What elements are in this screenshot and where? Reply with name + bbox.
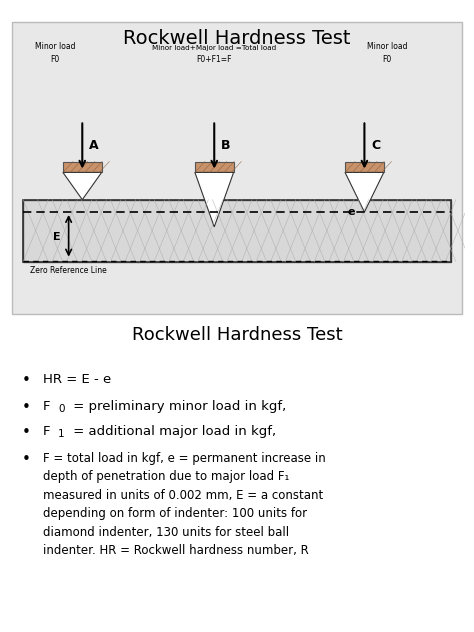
- Text: Zero Reference Line: Zero Reference Line: [30, 267, 107, 276]
- Text: Minor load: Minor load: [35, 42, 75, 51]
- Text: F = total load in kgf, e = permanent increase in
depth of penetration due to maj: F = total load in kgf, e = permanent inc…: [43, 452, 326, 557]
- Bar: [23, 200, 451, 262]
- Text: •: •: [21, 452, 30, 467]
- Text: F0+F1=F: F0+F1=F: [197, 54, 232, 64]
- Text: E: E: [53, 232, 61, 242]
- Text: 1: 1: [58, 429, 65, 439]
- Text: •: •: [21, 400, 30, 415]
- Text: Minor load+Major load =Total load: Minor load+Major load =Total load: [152, 45, 276, 51]
- Text: A: A: [89, 140, 99, 152]
- FancyBboxPatch shape: [12, 22, 462, 313]
- Text: e: e: [347, 207, 355, 217]
- Text: •: •: [21, 425, 30, 440]
- Text: F0: F0: [50, 54, 60, 64]
- Text: = additional major load in kgf,: = additional major load in kgf,: [69, 425, 276, 438]
- Text: F: F: [43, 425, 50, 438]
- Text: F0: F0: [383, 54, 392, 64]
- Text: •: •: [21, 373, 30, 388]
- Text: HR = E - e: HR = E - e: [43, 373, 111, 386]
- Text: 0: 0: [58, 404, 65, 413]
- Text: Rockwell Hardness Test: Rockwell Hardness Test: [123, 29, 351, 48]
- Text: B: B: [221, 140, 230, 152]
- Polygon shape: [345, 173, 384, 212]
- Polygon shape: [63, 173, 101, 200]
- Text: = preliminary minor load in kgf,: = preliminary minor load in kgf,: [69, 400, 286, 413]
- Bar: [23, 200, 451, 262]
- Bar: [63, 162, 101, 173]
- Text: C: C: [371, 140, 380, 152]
- Bar: [195, 162, 234, 173]
- Text: Minor load: Minor load: [367, 42, 408, 51]
- Text: F: F: [43, 400, 50, 413]
- Text: Rockwell Hardness Test: Rockwell Hardness Test: [132, 326, 342, 344]
- Polygon shape: [195, 173, 234, 227]
- Bar: [345, 162, 384, 173]
